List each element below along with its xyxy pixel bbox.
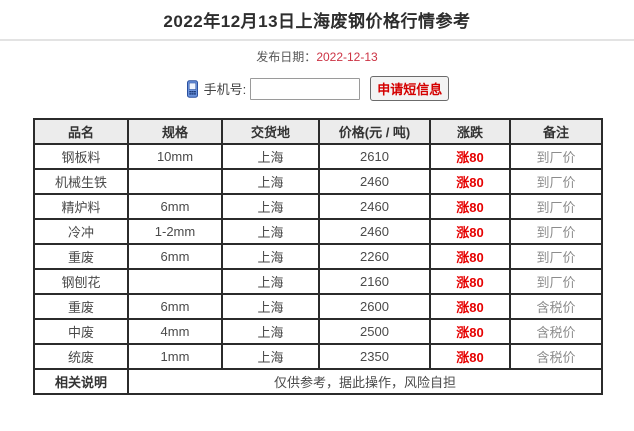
sms-signup-form: 手机号: 申请短信息 [0, 76, 634, 101]
cell-spec [127, 268, 223, 295]
cell-product: 重废 [33, 243, 129, 270]
cell-change: 涨80 [429, 168, 511, 195]
mobile-phone-icon [185, 79, 200, 98]
cell-product: 重废 [33, 293, 129, 320]
table-row: 冷冲 1-2mm 上海 2460 涨80 到厂价 [33, 218, 603, 245]
cell-remark: 到厂价 [509, 243, 603, 270]
cell-price: 2160 [318, 268, 431, 295]
cell-price: 2460 [318, 218, 431, 245]
cell-remark: 到厂价 [509, 268, 603, 295]
cell-change: 涨80 [429, 243, 511, 270]
apply-sms-button[interactable]: 申请短信息 [370, 76, 450, 101]
cell-price: 2610 [318, 143, 431, 170]
cell-product: 中废 [33, 318, 129, 345]
cell-spec [127, 168, 223, 195]
table-row: 中废 4mm 上海 2500 涨80 含税价 [33, 318, 603, 345]
table-row: 精炉料 6mm 上海 2460 涨80 到厂价 [33, 193, 603, 220]
header-product: 品名 [33, 118, 129, 145]
cell-price: 2500 [318, 318, 431, 345]
cell-spec: 4mm [127, 318, 223, 345]
cell-delivery: 上海 [221, 293, 320, 320]
publish-date-line: 发布日期：2022-12-13 [0, 48, 634, 65]
cell-delivery: 上海 [221, 193, 320, 220]
cell-product: 钢板料 [33, 143, 129, 170]
table-header-row: 品名 规格 交货地 价格(元 / 吨) 涨跌 备注 [33, 118, 603, 145]
table-row: 机械生铁 上海 2460 涨80 到厂价 [33, 168, 603, 195]
cell-delivery: 上海 [221, 218, 320, 245]
note-row: 相关说明 仅供参考，据此操作，风险自担 [33, 368, 603, 395]
table-row: 钢板料 10mm 上海 2610 涨80 到厂价 [33, 143, 603, 170]
cell-price: 2460 [318, 168, 431, 195]
cell-change: 涨80 [429, 268, 511, 295]
cell-product: 统废 [33, 343, 129, 370]
cell-product: 冷冲 [33, 218, 129, 245]
cell-change: 涨80 [429, 193, 511, 220]
cell-product: 机械生铁 [33, 168, 129, 195]
cell-delivery: 上海 [221, 318, 320, 345]
cell-change: 涨80 [429, 293, 511, 320]
cell-remark: 到厂价 [509, 193, 603, 220]
note-text: 仅供参考，据此操作，风险自担 [127, 368, 603, 395]
cell-delivery: 上海 [221, 168, 320, 195]
cell-spec: 6mm [127, 293, 223, 320]
cell-remark: 含税价 [509, 318, 603, 345]
publish-date-value: 2022-12-13 [316, 50, 378, 64]
table-row: 钢刨花 上海 2160 涨80 到厂价 [33, 268, 603, 295]
table-row: 重废 6mm 上海 2260 涨80 到厂价 [33, 243, 603, 270]
cell-price: 2600 [318, 293, 431, 320]
cell-change: 涨80 [429, 143, 511, 170]
cell-product: 精炉料 [33, 193, 129, 220]
page-title: 2022年12月13日上海废钢价格行情参考 [163, 12, 471, 31]
cell-change: 涨80 [429, 343, 511, 370]
header-price: 价格(元 / 吨) [318, 118, 431, 145]
table-row: 统废 1mm 上海 2350 涨80 含税价 [33, 343, 603, 370]
cell-delivery: 上海 [221, 343, 320, 370]
cell-remark: 含税价 [509, 293, 603, 320]
cell-price: 2460 [318, 193, 431, 220]
cell-product: 钢刨花 [33, 268, 129, 295]
cell-change: 涨80 [429, 318, 511, 345]
phone-number-label: 手机号: [203, 82, 247, 97]
price-table: 品名 规格 交货地 价格(元 / 吨) 涨跌 备注 钢板料 10mm 上海 2610 涨… [33, 118, 603, 395]
note-label: 相关说明 [33, 368, 129, 395]
cell-delivery: 上海 [221, 243, 320, 270]
cell-delivery: 上海 [221, 143, 320, 170]
cell-spec: 6mm [127, 193, 223, 220]
cell-remark: 到厂价 [509, 143, 603, 170]
cell-price: 2350 [318, 343, 431, 370]
cell-delivery: 上海 [221, 268, 320, 295]
publish-date-label: 发布日期： [256, 50, 317, 64]
cell-spec: 1-2mm [127, 218, 223, 245]
header-spec: 规格 [127, 118, 223, 145]
cell-price: 2260 [318, 243, 431, 270]
header-change: 涨跌 [429, 118, 511, 145]
cell-spec: 6mm [127, 243, 223, 270]
cell-remark: 到厂价 [509, 218, 603, 245]
cell-change: 涨80 [429, 218, 511, 245]
cell-remark: 含税价 [509, 343, 603, 370]
phone-number-input[interactable] [250, 77, 361, 100]
table-row: 重废 6mm 上海 2600 涨80 含税价 [33, 293, 603, 320]
header-remark: 备注 [509, 118, 603, 145]
header-delivery: 交货地 [221, 118, 320, 145]
cell-spec: 1mm [127, 343, 223, 370]
title-divider [0, 39, 634, 41]
cell-spec: 10mm [127, 143, 223, 170]
cell-remark: 到厂价 [509, 168, 603, 195]
